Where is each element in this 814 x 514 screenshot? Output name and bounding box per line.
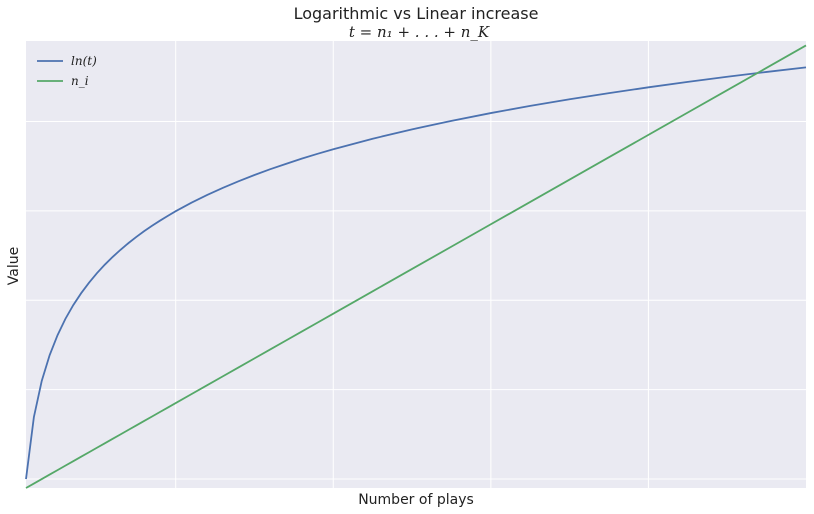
x-axis-label: Number of plays <box>358 492 474 508</box>
grid <box>26 41 806 488</box>
series-lines <box>25 44 807 489</box>
chart-title: Logarithmic vs Linear increase <box>294 4 539 23</box>
series-line-ln-t- <box>25 66 807 480</box>
legend-label: n_i <box>71 74 89 88</box>
chart-subtitle: t = n₁ + . . . + n_K <box>349 23 490 41</box>
series-line-n-i <box>25 44 807 489</box>
legend-label: ln(t) <box>71 54 97 68</box>
legend: ln(t) n_i <box>37 54 97 88</box>
y-axis-label: Value <box>6 247 22 285</box>
